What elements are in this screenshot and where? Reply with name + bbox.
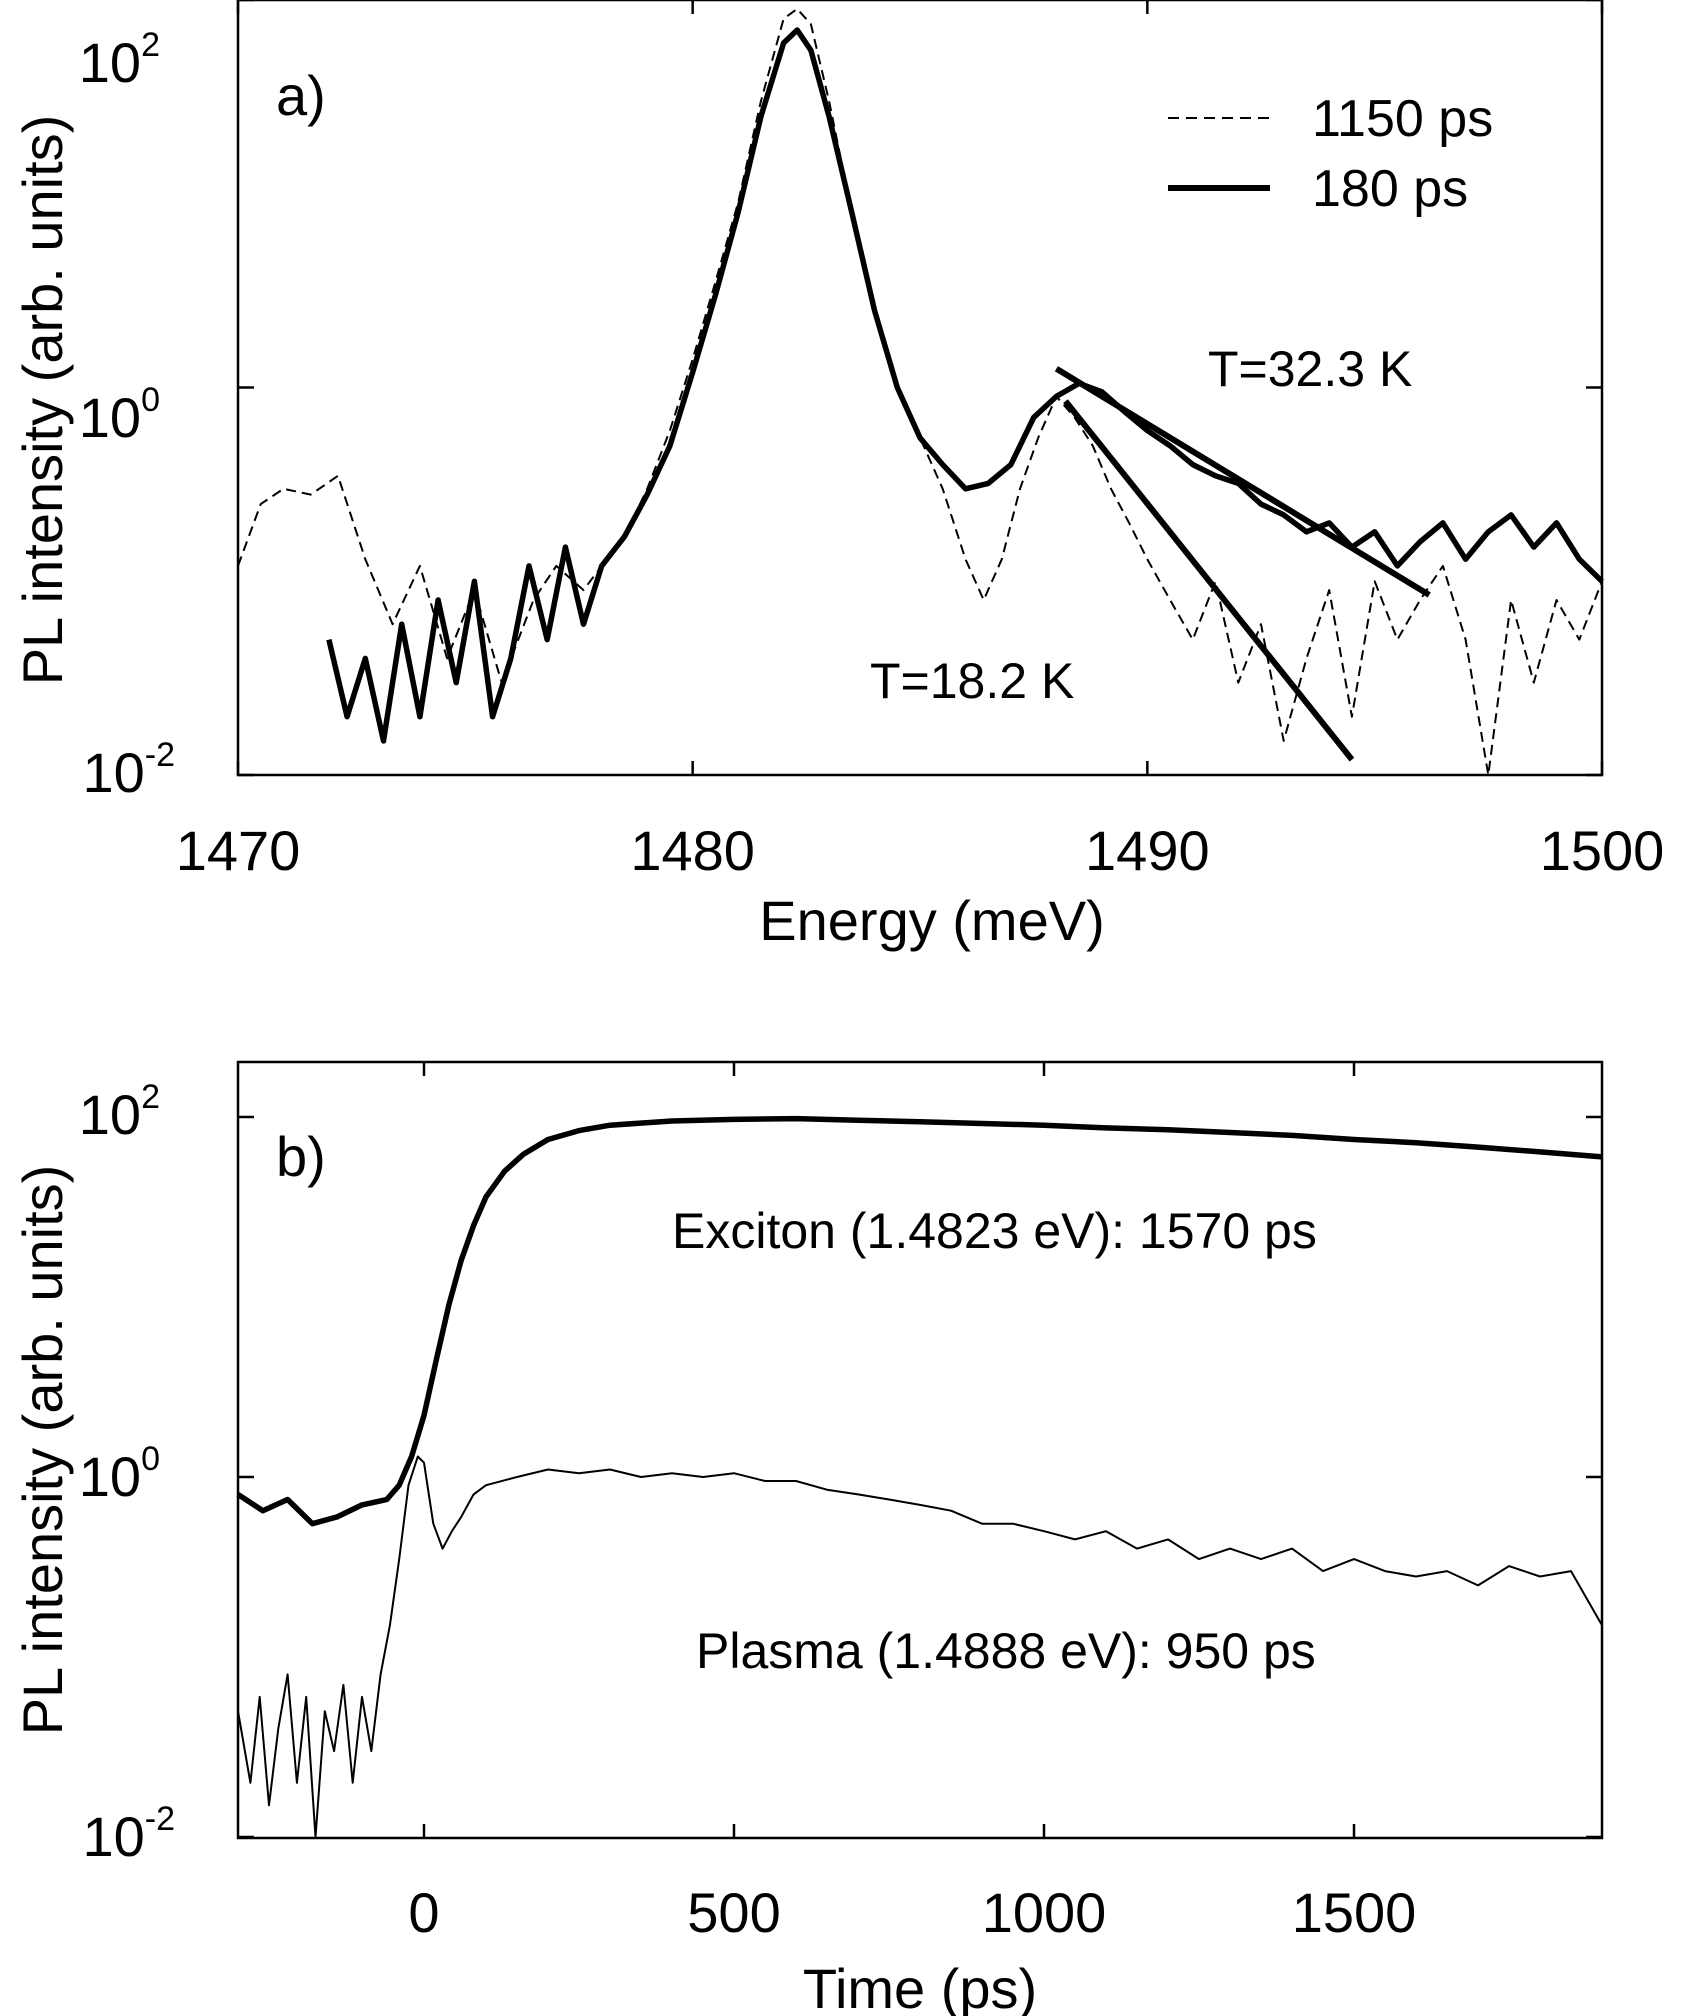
annotation-plasma: Plasma (1.4888 eV): 950 ps xyxy=(696,1623,1316,1679)
panel-a-plot-area: 1470 1480 1490 1500 xyxy=(176,0,1665,882)
a-xtick-label-1500: 1500 xyxy=(1540,819,1665,882)
a-fit-line-1 xyxy=(1063,399,1355,762)
a-ytick-label-001: 10-2 xyxy=(82,736,175,804)
annotation-exciton: Exciton (1.4823 eV): 1570 ps xyxy=(672,1203,1317,1259)
panel-b-plot-area: 0 500 1000 1500 xyxy=(236,1062,1603,1944)
panel-b-ylabel: PL intensity (arb. units) xyxy=(11,1165,74,1736)
panel-a-xlabel: Energy (meV) xyxy=(759,889,1104,952)
a-xtick-label-1480: 1480 xyxy=(630,819,755,882)
b-xtick-label-0: 0 xyxy=(408,1881,439,1944)
b-series-line-0 xyxy=(236,1115,1603,1527)
b-series-line-1 xyxy=(237,1455,1603,1838)
panel-b-xlabel: Time (ps) xyxy=(803,1957,1037,2016)
b-ytick-label-001: 10-2 xyxy=(82,1800,175,1868)
b-xtick-label-1500: 1500 xyxy=(1292,1881,1417,1944)
annotation-fit-hot: T=32.3 K xyxy=(1208,341,1412,397)
annotation-fit-cold: T=18.2 K xyxy=(870,653,1074,709)
b-xtick-label-1000: 1000 xyxy=(982,1881,1107,1944)
panel-a-legend: 1150 ps 180 ps xyxy=(1168,90,1493,218)
panel-a-ylabel: PL intensity (arb. units) xyxy=(11,115,74,686)
a-ytick-label-1: 100 xyxy=(79,381,160,449)
panel-b-frame xyxy=(236,1060,1604,1840)
panel-b-chart: 0 500 1000 1500 b) Exciton (1.4823 eV): 157… xyxy=(11,1060,1604,2016)
b-ytick-label-100: 102 xyxy=(79,1078,160,1146)
a-xtick-label-1490: 1490 xyxy=(1085,819,1210,882)
a-ytick-label-100: 102 xyxy=(79,26,160,94)
panel-b-label: b) xyxy=(276,1125,326,1188)
panel-a-chart: 1470 1480 1490 1500 a) 1150 ps 180 ps T=32.… xyxy=(11,0,1664,952)
a-fit-line-0 xyxy=(1054,366,1431,598)
b-xtick-label-500: 500 xyxy=(687,1881,780,1944)
legend-label-1150ps: 1150 ps xyxy=(1312,90,1493,148)
panel-a-label: a) xyxy=(276,64,326,127)
legend-label-180ps: 180 ps xyxy=(1312,160,1468,218)
a-xtick-label-1470: 1470 xyxy=(176,819,301,882)
a-series-line-1 xyxy=(326,27,1604,744)
b-ytick-label-1: 100 xyxy=(79,1440,160,1508)
